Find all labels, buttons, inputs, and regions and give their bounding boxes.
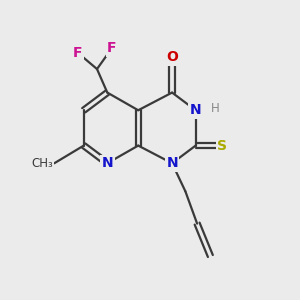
Text: F: F	[107, 41, 116, 56]
Text: O: O	[166, 50, 178, 64]
Text: N: N	[166, 156, 178, 170]
Text: N: N	[101, 156, 113, 170]
Text: F: F	[73, 46, 83, 60]
Text: S: S	[217, 139, 227, 153]
Text: CH₃: CH₃	[31, 157, 53, 170]
Text: N: N	[190, 103, 202, 117]
Text: H: H	[210, 102, 219, 115]
